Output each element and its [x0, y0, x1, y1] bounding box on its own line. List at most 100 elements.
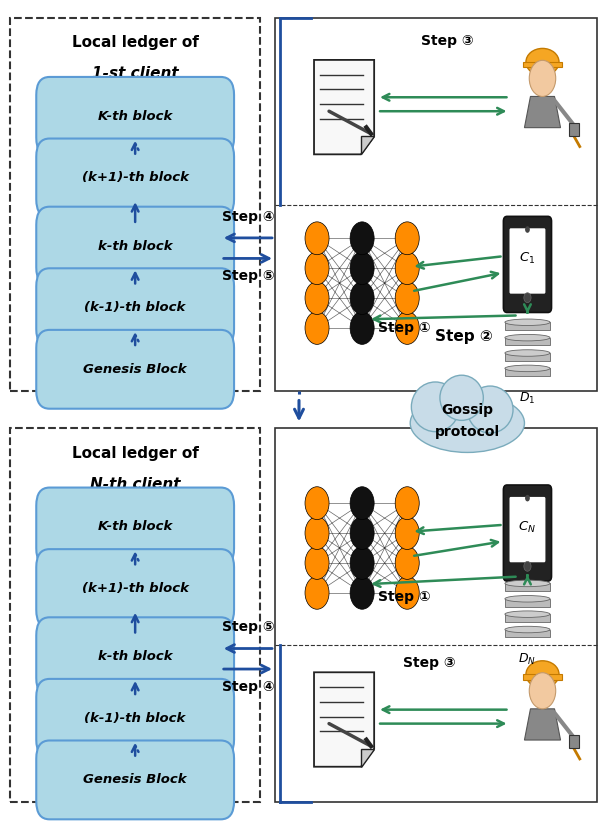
Ellipse shape	[505, 580, 550, 587]
Ellipse shape	[350, 252, 374, 284]
Polygon shape	[314, 60, 374, 154]
Ellipse shape	[526, 661, 559, 688]
Ellipse shape	[350, 282, 374, 315]
Text: Step ①: Step ①	[378, 589, 431, 603]
Bar	[505, 368, 550, 377]
Ellipse shape	[395, 546, 419, 579]
Text: K-th block: K-th block	[98, 110, 172, 123]
Ellipse shape	[305, 222, 329, 255]
Ellipse shape	[305, 252, 329, 284]
Circle shape	[529, 672, 556, 709]
Bar	[505, 599, 550, 606]
Text: $C_N$: $C_N$	[518, 519, 536, 535]
Text: Local ledger of: Local ledger of	[72, 446, 199, 461]
Ellipse shape	[305, 282, 329, 315]
Text: $C_1$: $C_1$	[519, 250, 536, 266]
Ellipse shape	[305, 546, 329, 579]
Ellipse shape	[505, 349, 550, 356]
Circle shape	[524, 561, 531, 571]
FancyBboxPatch shape	[36, 549, 234, 628]
Ellipse shape	[395, 311, 419, 344]
Ellipse shape	[350, 311, 374, 344]
Text: (k-1)-th block: (k-1)-th block	[85, 712, 186, 725]
Ellipse shape	[305, 311, 329, 344]
FancyBboxPatch shape	[510, 228, 545, 293]
Ellipse shape	[305, 577, 329, 609]
Text: Step ③: Step ③	[422, 34, 474, 48]
Polygon shape	[314, 672, 374, 766]
Bar	[523, 674, 562, 680]
FancyBboxPatch shape	[36, 138, 234, 218]
Ellipse shape	[350, 222, 374, 255]
Ellipse shape	[350, 577, 374, 609]
Bar	[505, 353, 550, 361]
Ellipse shape	[505, 335, 550, 341]
Ellipse shape	[505, 626, 550, 633]
FancyBboxPatch shape	[36, 617, 234, 696]
Ellipse shape	[395, 487, 419, 520]
Ellipse shape	[350, 517, 374, 550]
Bar	[505, 630, 550, 637]
Text: N-th client: N-th client	[90, 477, 181, 492]
Ellipse shape	[505, 319, 550, 325]
FancyBboxPatch shape	[36, 207, 234, 286]
Text: Genesis Block: Genesis Block	[83, 363, 187, 376]
Text: $D_1$: $D_1$	[519, 391, 536, 406]
Text: (k+1)-th block: (k+1)-th block	[82, 582, 188, 595]
Text: Local ledger of: Local ledger of	[72, 35, 199, 50]
FancyBboxPatch shape	[36, 77, 234, 156]
Bar	[523, 62, 562, 68]
Bar	[505, 614, 550, 622]
Text: protocol: protocol	[435, 425, 500, 439]
Text: Genesis Block: Genesis Block	[83, 774, 187, 786]
Text: Step ⑤: Step ⑤	[222, 620, 274, 634]
Text: k-th block: k-th block	[98, 650, 173, 663]
Bar	[275, 428, 597, 802]
Ellipse shape	[440, 375, 483, 420]
Text: $D_N$: $D_N$	[518, 652, 536, 667]
Circle shape	[529, 60, 556, 96]
Text: K-th block: K-th block	[98, 521, 172, 533]
Bar	[275, 18, 597, 391]
FancyBboxPatch shape	[36, 741, 234, 819]
Ellipse shape	[395, 517, 419, 550]
Ellipse shape	[395, 252, 419, 284]
Bar	[10, 428, 260, 802]
Circle shape	[525, 495, 530, 502]
Ellipse shape	[395, 577, 419, 609]
Text: k-th block: k-th block	[98, 240, 173, 253]
Text: Step ④: Step ④	[222, 680, 274, 694]
Ellipse shape	[505, 611, 550, 617]
FancyBboxPatch shape	[510, 497, 545, 562]
Text: Step ②: Step ②	[435, 329, 493, 344]
Ellipse shape	[467, 386, 513, 433]
Ellipse shape	[505, 596, 550, 602]
Ellipse shape	[305, 487, 329, 520]
Text: Step ③: Step ③	[403, 656, 456, 670]
Ellipse shape	[526, 49, 559, 76]
Ellipse shape	[305, 517, 329, 550]
Polygon shape	[361, 136, 374, 154]
Polygon shape	[524, 96, 561, 128]
Polygon shape	[524, 709, 561, 740]
Circle shape	[524, 293, 531, 302]
Ellipse shape	[395, 222, 419, 255]
Text: (k+1)-th block: (k+1)-th block	[82, 171, 188, 185]
Bar	[505, 322, 550, 330]
Bar	[10, 18, 260, 391]
Bar	[505, 583, 550, 592]
Circle shape	[525, 227, 530, 233]
Text: (k-1)-th block: (k-1)-th block	[85, 302, 186, 314]
FancyBboxPatch shape	[36, 679, 234, 758]
Bar	[569, 123, 579, 136]
Polygon shape	[361, 749, 374, 766]
FancyBboxPatch shape	[503, 485, 551, 581]
Text: Gossip: Gossip	[442, 403, 493, 417]
Text: Step ④: Step ④	[222, 209, 274, 223]
FancyBboxPatch shape	[36, 488, 234, 566]
Ellipse shape	[410, 394, 524, 452]
FancyBboxPatch shape	[36, 269, 234, 347]
Text: Step ⑤: Step ⑤	[222, 269, 274, 283]
Ellipse shape	[395, 282, 419, 315]
Ellipse shape	[411, 382, 459, 432]
